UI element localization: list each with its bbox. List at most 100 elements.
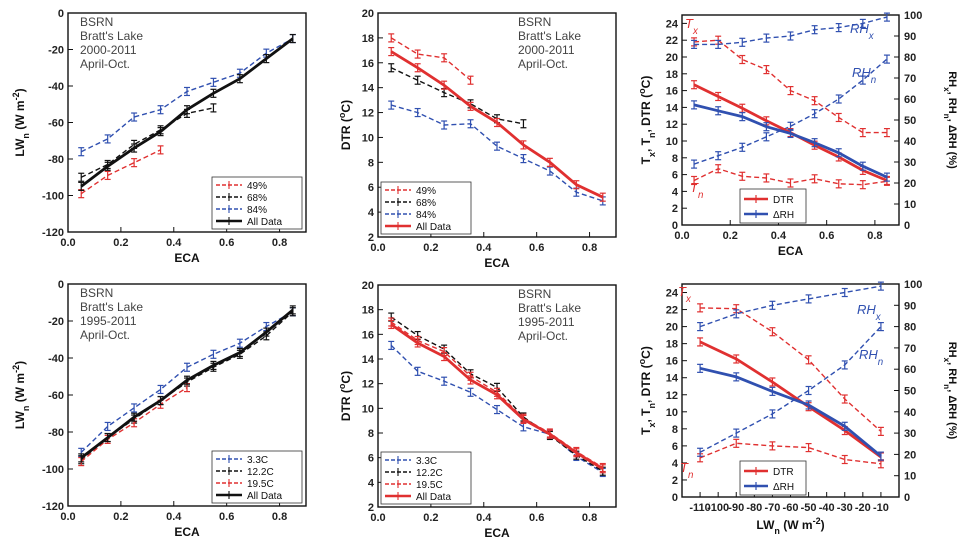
chart-panel-5: 0.0 0.2 0.4 0.6 0.8 2 4 6 8 10 12 14 16 18 20 ECA DTR (o… xyxy=(337,280,617,540)
y-tick-label: -120 xyxy=(42,227,64,239)
x-tick-label: 0.8 xyxy=(867,230,882,242)
y-tick-label: 0 xyxy=(58,279,64,291)
x-tick-label: 0.6 xyxy=(529,242,544,254)
y-right-tick-label: 30 xyxy=(904,157,916,169)
y-right-tick-label: 10 xyxy=(904,471,916,483)
legend-box xyxy=(739,188,807,224)
series-line-tn xyxy=(699,442,881,465)
y-tick-label: 16 xyxy=(362,329,374,341)
x-tick-label: -60 xyxy=(783,502,799,514)
y-tick-label: -100 xyxy=(42,464,64,476)
y-tick-label: 14 xyxy=(362,83,375,95)
series-line-49 xyxy=(80,149,161,195)
legend-label: 19.5C xyxy=(247,479,274,490)
y-tick-label: 8 xyxy=(368,428,374,440)
y-right-axis-label: RHx, RHn, ΔRH (%) xyxy=(943,342,959,440)
annotation-line: April-Oct. xyxy=(518,57,568,71)
annotation-line: 1995-2011 xyxy=(518,315,575,329)
x-tick-label: 0.8 xyxy=(272,511,287,523)
rhn-label: RHn xyxy=(852,65,876,86)
y-right-tick-label: 0 xyxy=(904,492,910,504)
y-axis-label: Tx, Tn, DTR (oC) xyxy=(637,76,657,165)
x-tick-label: 0.0 xyxy=(674,230,689,242)
y-tick-label: 6 xyxy=(672,441,678,453)
legend-label: All Data xyxy=(247,491,282,502)
y-right-tick-label: 60 xyxy=(904,364,916,376)
x-tick-label: 0.4 xyxy=(166,237,182,249)
x-tick-label: -40 xyxy=(819,502,835,514)
annotation-line: 2000-2011 xyxy=(518,43,575,57)
y-right-tick-label: 80 xyxy=(904,322,916,334)
legend-label: 12.2C xyxy=(416,468,443,479)
y-tick-label: 6 xyxy=(368,182,374,194)
y-right-tick-label: 100 xyxy=(904,279,922,291)
x-tick-label: 0.4 xyxy=(771,230,787,242)
y-tick-label: 18 xyxy=(362,305,374,317)
y-right-tick-label: 90 xyxy=(904,300,916,312)
series-line-rhn xyxy=(699,326,882,453)
legend-box xyxy=(739,460,807,496)
x-tick-label: 0.0 xyxy=(60,511,75,523)
y-tick-label: 10 xyxy=(666,136,678,148)
legend-label: 84% xyxy=(247,205,267,216)
y-tick-label: 0 xyxy=(672,492,678,504)
y-tick-label: 12 xyxy=(666,119,678,131)
legend-label: DTR xyxy=(773,195,794,206)
rhx-label: RHx xyxy=(857,302,882,323)
legend-label: 84% xyxy=(416,210,436,221)
x-tick-label: 0.0 xyxy=(370,242,385,254)
legend-label: All Data xyxy=(416,222,451,233)
y-right-tick-label: 40 xyxy=(904,407,916,419)
x-axis-label: ECA xyxy=(174,525,200,539)
tx-label: Tx xyxy=(685,16,699,37)
x-tick-label: 0.0 xyxy=(60,237,75,249)
y-tick-label: 0 xyxy=(58,8,64,20)
y-tick-label: 8 xyxy=(672,153,678,165)
annotation-line: April-Oct. xyxy=(518,329,568,343)
annotation-line: 2000-2011 xyxy=(80,43,137,57)
y-tick-label: -40 xyxy=(48,353,64,365)
annotation-line: Bratt's Lake xyxy=(518,301,581,315)
y-tick-label: 20 xyxy=(362,280,374,292)
y-tick-label: 10 xyxy=(362,403,374,415)
chart-panel-2: 0.0 0.2 0.4 0.6 0.8 2 4 6 8 10 12 14 16 18 20 ECA DTR (o… xyxy=(337,8,617,270)
x-tick-label: 0.6 xyxy=(219,237,234,249)
x-tick-label: 0.8 xyxy=(582,242,597,254)
legend-label: 49% xyxy=(416,186,436,197)
y-tick-label: 0 xyxy=(672,220,678,232)
x-tick-label: 0.8 xyxy=(582,512,597,524)
y-tick-label: -100 xyxy=(42,191,64,203)
series-line-68 xyxy=(80,107,214,178)
series-line-122c xyxy=(390,316,604,472)
legend-label: ΔRH xyxy=(773,482,794,493)
x-tick-label: -10 xyxy=(873,502,889,514)
chart-panel-4: 0.0 0.2 0.4 0.6 0.8 -120 -100 -80 -60 -40 -20 0 ECA L… xyxy=(11,279,307,539)
y-right-tick-label: 70 xyxy=(904,343,916,355)
x-tick-label: -90 xyxy=(728,502,744,514)
y-tick-label: 4 xyxy=(672,186,679,198)
x-axis-label: ECA xyxy=(174,251,200,265)
x-tick-label: -70 xyxy=(764,502,780,514)
y-tick-label: 10 xyxy=(362,132,374,144)
x-tick-label: 0.4 xyxy=(166,511,182,523)
y-tick-label: 10 xyxy=(666,407,678,419)
series-line-rh xyxy=(699,366,882,458)
y-axis-label: DTR (oC) xyxy=(337,100,353,150)
y-right-tick-label: 60 xyxy=(904,94,916,106)
tn-label: Tn xyxy=(680,460,693,481)
series-line-tx xyxy=(700,307,882,432)
y-tick-label: 20 xyxy=(666,52,678,64)
x-tick-label: 0.6 xyxy=(529,512,544,524)
x-tick-label: 0.6 xyxy=(819,230,834,242)
legend-label: 3.3C xyxy=(416,456,437,467)
y-tick-label: 14 xyxy=(666,102,679,114)
annotation-line: Bratt's Lake xyxy=(80,29,143,43)
y-tick-label: -60 xyxy=(48,118,64,130)
x-tick-label: -110 xyxy=(689,502,710,514)
x-tick-label: -20 xyxy=(855,502,871,514)
y-tick-label: 6 xyxy=(368,453,374,465)
y-tick-label: 6 xyxy=(672,170,678,182)
y-tick-label: -60 xyxy=(48,390,64,402)
annotation-line: April-Oct. xyxy=(80,328,130,342)
x-axis-label: ECA xyxy=(778,244,804,258)
